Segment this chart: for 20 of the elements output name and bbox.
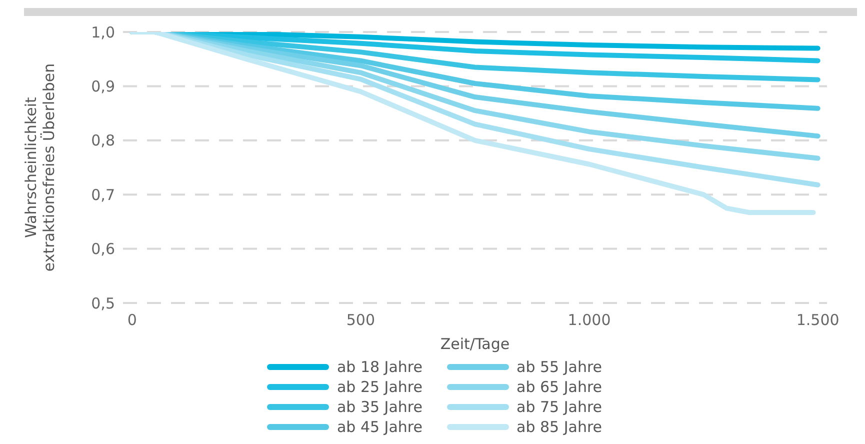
legend-label: ab 85 Jahre (516, 418, 602, 436)
y-tick-label: 0,7 (91, 186, 115, 204)
y-tick-label: 0,5 (91, 294, 115, 312)
x-tick-label: 1.500 (796, 311, 840, 329)
x-tick-label: 500 (346, 311, 376, 329)
legend-label: ab 65 Jahre (516, 378, 602, 396)
legend-label: ab 75 Jahre (516, 398, 602, 416)
x-tick-label: 0 (127, 311, 137, 329)
legend-label: ab 25 Jahre (336, 378, 422, 396)
y-tick-label: 1,0 (91, 23, 115, 42)
y-axis-title: Wahrscheinlichkeit extraktionsfreies Überleben (22, 63, 58, 272)
legend-label: ab 55 Jahre (516, 358, 602, 376)
x-tick-label: 1.000 (568, 311, 611, 329)
legend-label: ab 45 Jahre (336, 418, 422, 436)
legend-label: ab 18 Jahre (336, 358, 422, 376)
x-axis-title: Zeit/Tage (440, 335, 510, 353)
y-tick-label: 0,6 (91, 240, 115, 258)
y-tick-label: 0,8 (91, 132, 115, 150)
y-tick-label: 0,9 (91, 78, 115, 96)
legend-label: ab 35 Jahre (336, 398, 422, 416)
